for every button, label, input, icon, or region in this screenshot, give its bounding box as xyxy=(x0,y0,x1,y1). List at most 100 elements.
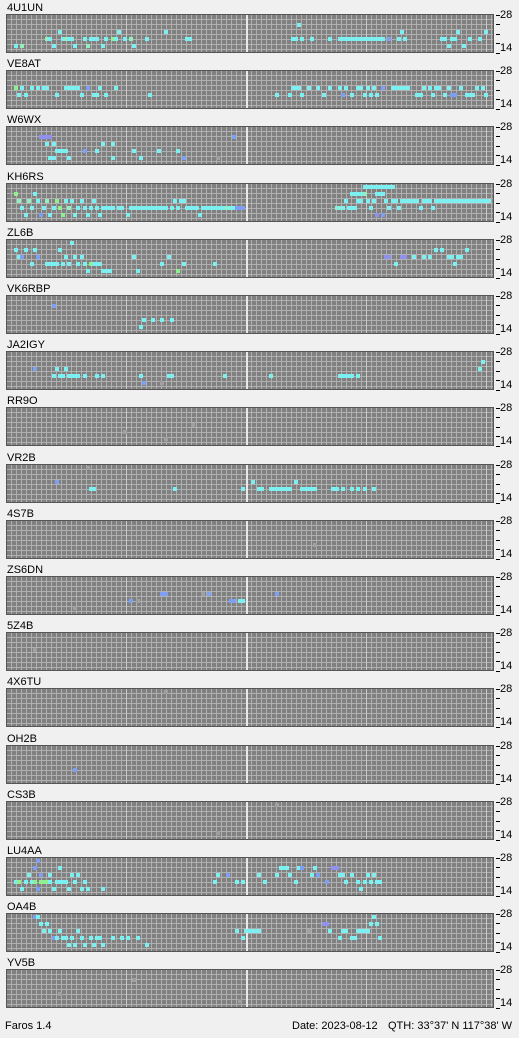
detection-cell xyxy=(384,185,388,189)
detection-cell xyxy=(64,367,68,371)
detection-cell xyxy=(64,880,68,884)
detection-cell xyxy=(235,880,239,884)
propagation-grid[interactable] xyxy=(6,913,494,952)
propagation-grid[interactable] xyxy=(6,407,494,446)
detection-cell xyxy=(419,93,423,97)
detection-cell xyxy=(335,487,339,491)
detection-cell xyxy=(126,213,130,217)
detection-cell xyxy=(213,880,217,884)
scale-tick xyxy=(496,183,500,185)
propagation-grid[interactable] xyxy=(6,857,494,896)
detection-cell xyxy=(123,37,127,41)
propagation-grid[interactable] xyxy=(6,295,494,334)
detection-cell xyxy=(403,255,407,259)
detection-cell xyxy=(232,135,236,139)
detection-cell xyxy=(61,262,65,266)
beacon-callsign: OH2B xyxy=(7,733,37,745)
detection-cell xyxy=(359,199,363,203)
detection-cell xyxy=(481,86,485,90)
detection-cell xyxy=(52,887,56,891)
detection-cell xyxy=(356,86,360,90)
scale-tick xyxy=(496,539,500,541)
detection-cell xyxy=(58,30,62,34)
propagation-grid[interactable] xyxy=(6,745,494,784)
scale-tick xyxy=(496,277,500,279)
detection-cell xyxy=(462,199,466,203)
scale-tick xyxy=(496,530,500,531)
detection-cell xyxy=(428,255,432,259)
detection-cell xyxy=(145,943,149,947)
scale-tick xyxy=(496,108,500,110)
detection-cell xyxy=(307,86,311,90)
propagation-grid[interactable] xyxy=(6,688,494,727)
detection-cell xyxy=(210,206,214,210)
detection-cell xyxy=(95,936,99,940)
propagation-grid[interactable] xyxy=(6,801,494,840)
status-bar: Faros 1.4 Date: 2023-08-12 QTH: 33°37' N… xyxy=(0,1016,519,1036)
detection-cell xyxy=(101,142,105,146)
detection-cell xyxy=(397,206,401,210)
band-scale: 28 14 xyxy=(496,797,519,841)
propagation-grid[interactable] xyxy=(6,14,494,53)
propagation-grid[interactable] xyxy=(6,239,494,278)
scale-tick xyxy=(496,464,500,466)
detection-cell xyxy=(459,255,463,259)
detection-cell xyxy=(419,206,423,210)
propagation-grid[interactable] xyxy=(6,520,494,559)
detection-cell xyxy=(244,929,248,933)
detection-cell xyxy=(316,873,320,877)
detection-cell xyxy=(341,37,345,41)
detection-cell xyxy=(409,199,413,203)
detection-cell xyxy=(347,374,351,378)
detection-cell xyxy=(80,887,84,891)
propagation-grid[interactable] xyxy=(6,126,494,165)
detection-cell xyxy=(27,873,31,877)
scale-tick xyxy=(496,239,500,241)
detection-cell xyxy=(70,37,74,41)
detection-cell xyxy=(136,206,140,210)
propagation-grid[interactable] xyxy=(6,632,494,671)
detection-cell xyxy=(139,206,143,210)
propagation-grid[interactable] xyxy=(6,969,494,1008)
scale-top-label: 28 xyxy=(500,852,513,864)
scale-tick xyxy=(496,923,500,924)
detection-cell xyxy=(67,943,71,947)
scale-tick xyxy=(496,436,500,437)
detection-cell xyxy=(394,199,398,203)
scale-tick xyxy=(496,80,500,81)
propagation-grid[interactable] xyxy=(6,183,494,222)
detection-cell xyxy=(33,367,37,371)
beacon-callsign: W6WX xyxy=(7,114,42,126)
detection-cell xyxy=(80,936,84,940)
detection-cell xyxy=(397,37,401,41)
detection-cell xyxy=(61,880,65,884)
propagation-grid[interactable] xyxy=(6,576,494,615)
scale-tick xyxy=(496,14,500,16)
propagation-grid[interactable] xyxy=(6,464,494,503)
detection-cell xyxy=(55,262,59,266)
scale-tick xyxy=(496,295,500,297)
scale-tick xyxy=(496,370,500,372)
band-scale: 28 14 xyxy=(496,965,519,1009)
detection-cell xyxy=(136,936,140,940)
detection-cell xyxy=(366,185,370,189)
scale-bottom-label: 14 xyxy=(500,716,513,728)
detection-cell xyxy=(350,374,354,378)
detection-cell xyxy=(406,199,410,203)
detection-cell xyxy=(344,37,348,41)
detection-cell xyxy=(157,149,161,153)
propagation-grid[interactable] xyxy=(6,70,494,109)
detection-cell xyxy=(20,86,24,90)
detection-cell xyxy=(123,430,127,434)
detection-cell xyxy=(359,192,363,196)
detection-cell xyxy=(257,487,261,491)
detection-cell xyxy=(275,487,279,491)
detection-cell xyxy=(33,866,37,870)
detection-cell xyxy=(164,592,168,596)
detection-cell xyxy=(164,690,168,694)
propagation-grid[interactable] xyxy=(6,351,494,390)
detection-cell xyxy=(145,206,149,210)
beacon-callsign: VK6RBP xyxy=(7,283,51,295)
beacon-callsign: RR9O xyxy=(7,395,38,407)
detection-cell xyxy=(229,206,233,210)
